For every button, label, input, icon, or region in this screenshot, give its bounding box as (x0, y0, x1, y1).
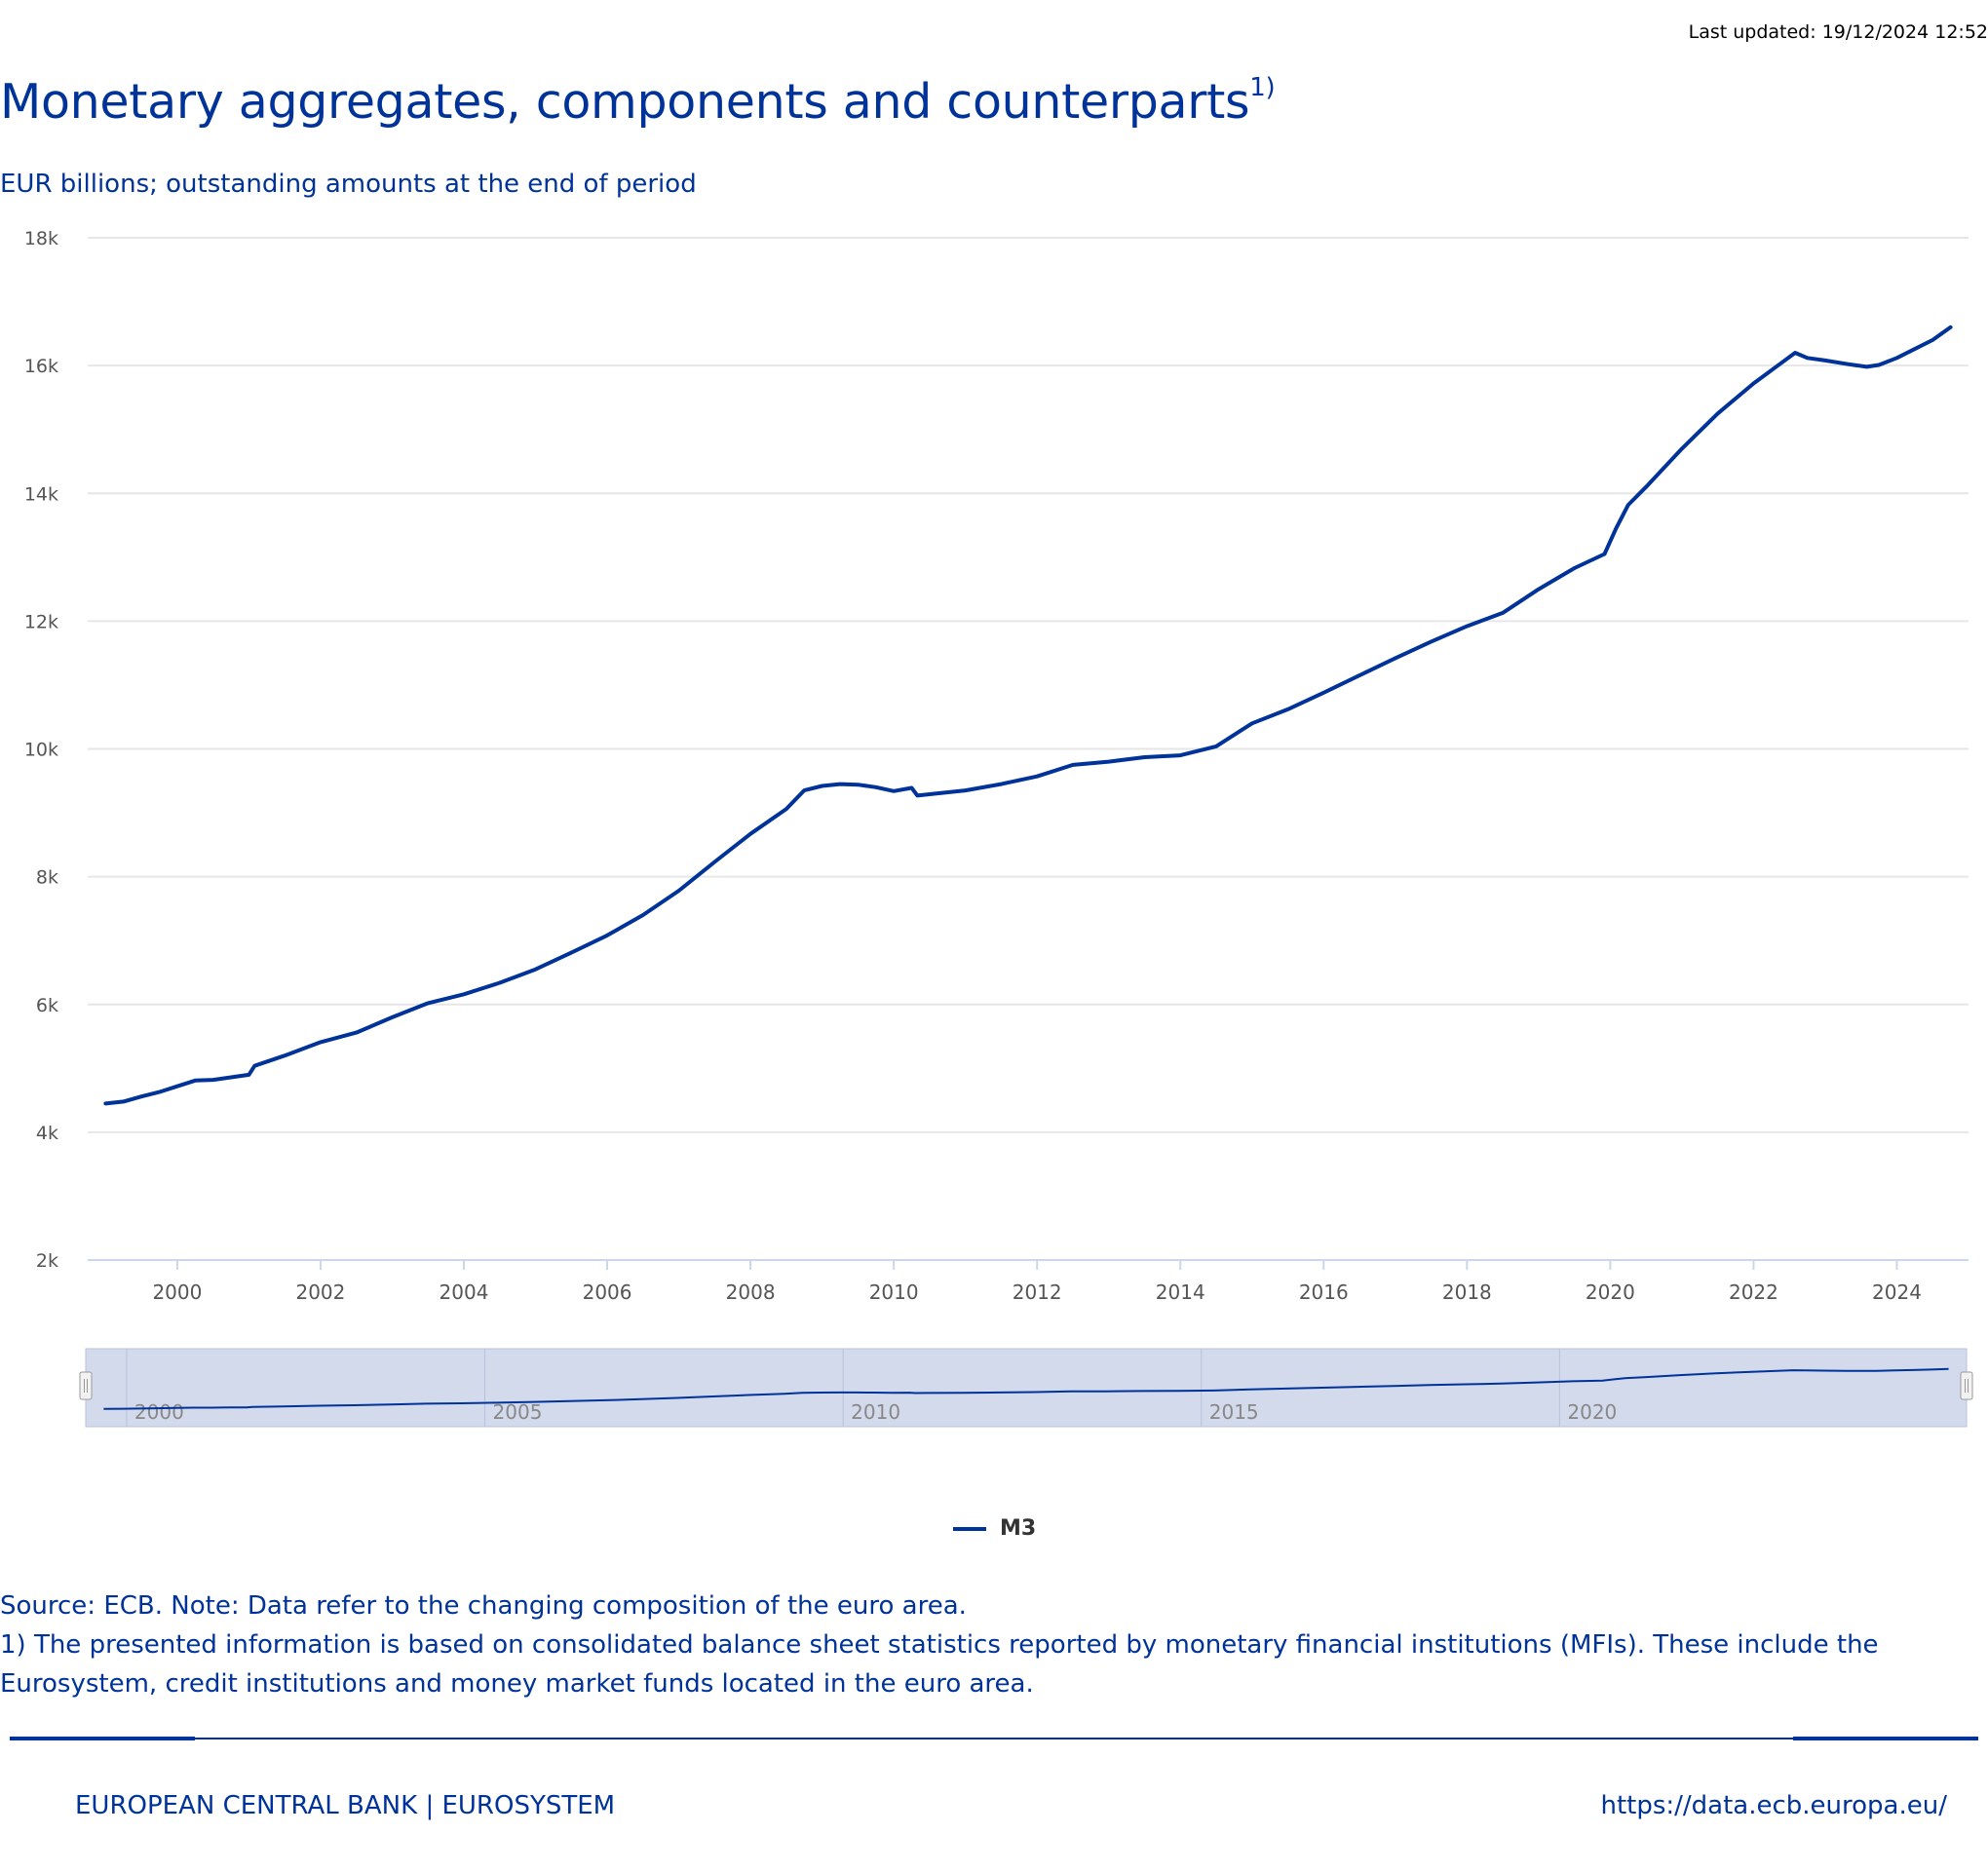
navigator-series (103, 1367, 1949, 1410)
legend-item-m3[interactable]: M3 (953, 1516, 1036, 1541)
y-tick-label: 18k (24, 228, 58, 249)
last-updated-text: Last updated: 19/12/2024 12:52 (1688, 21, 1988, 43)
range-navigator[interactable]: 2000 2005 2010 2015 2020 (79, 1348, 1973, 1428)
navigator-tick-label: 2015 (1209, 1400, 1259, 1424)
footer-brand: EUROPEAN CENTRAL BANK | EUROSYSTEM (75, 1791, 616, 1820)
navigator-axis: 2000 2005 2010 2015 2020 (126, 1349, 1617, 1427)
footer-url-link[interactable]: https://data.ecb.europa.eu/ (1600, 1791, 1947, 1820)
y-tick-label: 16k (24, 356, 58, 377)
page-title: Monetary aggregates, components and coun… (0, 72, 1276, 130)
footer-divider (10, 1737, 1978, 1740)
navigator-left-handle[interactable] (79, 1371, 93, 1400)
legend-label: M3 (1000, 1516, 1037, 1541)
line-chart[interactable]: 2k 4k 6k 8k 10k 12k 14k 16k 18k 2000 2002 2004 2006… (0, 214, 1988, 1442)
x-tick-label: 2018 (1442, 1281, 1492, 1304)
navigator-tick-label: 2000 (134, 1400, 184, 1424)
navigator-background (85, 1348, 1968, 1428)
source-note: Source: ECB. Note: Data refer to the cha… (0, 1591, 967, 1621)
x-tick-label: 2008 (726, 1281, 776, 1304)
series-line-m3 (103, 325, 1953, 1106)
title-footnote-marker: 1) (1249, 72, 1276, 102)
x-tick-label: 2016 (1299, 1281, 1349, 1304)
x-tick-label: 2020 (1586, 1281, 1635, 1304)
y-axis: 2k 4k 6k 8k 10k 12k 14k 16k 18k (24, 228, 58, 1272)
x-tick-label: 2004 (440, 1281, 489, 1304)
chart-subtitle: EUR billions; outstanding amounts at the… (0, 170, 697, 199)
navigator-tick-label: 2020 (1567, 1400, 1617, 1424)
y-tick-label: 6k (36, 995, 58, 1016)
x-tick-label: 2014 (1156, 1281, 1205, 1304)
x-axis: 2000 2002 2004 2006 2008 2010 2012 2014 2016 2018… (88, 1259, 1969, 1304)
y-tick-label: 4k (36, 1123, 58, 1144)
y-tick-label: 12k (24, 611, 58, 632)
y-tick-label: 8k (36, 867, 58, 889)
x-tick-label: 2022 (1729, 1281, 1778, 1304)
chart-grid (88, 237, 1969, 1261)
legend-swatch (953, 1526, 986, 1531)
y-tick-label: 14k (24, 483, 58, 505)
x-tick-label: 2024 (1872, 1281, 1922, 1304)
x-tick-label: 2010 (869, 1281, 919, 1304)
navigator-tick-label: 2005 (493, 1400, 543, 1424)
footnote-1: 1) The presented information is based on… (0, 1630, 1879, 1699)
title-text: Monetary aggregates, components and coun… (0, 74, 1250, 130)
y-tick-label: 2k (36, 1250, 58, 1272)
x-tick-label: 2006 (583, 1281, 632, 1304)
x-tick-label: 2002 (295, 1281, 345, 1304)
navigator-line (103, 1367, 1949, 1410)
navigator-tick-label: 2010 (851, 1400, 900, 1424)
x-tick-label: 2012 (1013, 1281, 1062, 1304)
chart-series (103, 325, 1953, 1106)
navigator-right-handle[interactable] (1960, 1371, 1973, 1400)
x-tick-label: 2000 (152, 1281, 202, 1304)
y-tick-label: 10k (24, 740, 58, 761)
chart-notes: Source: ECB. Note: Data refer to the cha… (0, 1586, 1930, 1703)
